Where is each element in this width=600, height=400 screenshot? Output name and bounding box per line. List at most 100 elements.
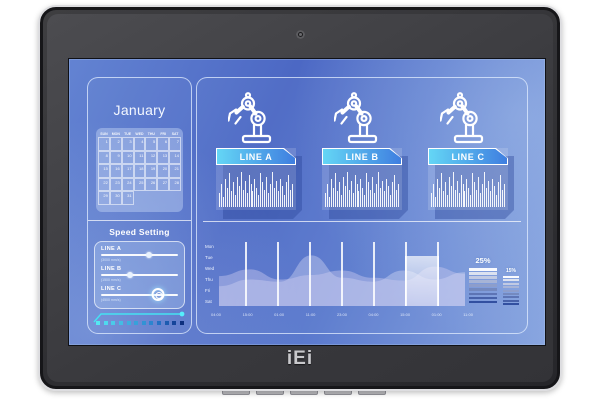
webcam-icon — [296, 30, 305, 39]
slider-knob[interactable] — [151, 288, 165, 301]
waveform-bar — [230, 191, 232, 207]
waveform-bar — [282, 186, 283, 207]
calendar-cell: 7 — [169, 137, 181, 151]
waveform-bar — [246, 193, 248, 207]
waveform-bar — [462, 184, 464, 207]
waveform-bar — [501, 189, 503, 207]
indicator-bar — [469, 296, 497, 300]
gridline — [437, 242, 439, 306]
chart-highlight-region[interactable] — [405, 256, 439, 306]
indicator-bar — [469, 292, 497, 296]
waveform-bar — [360, 178, 362, 207]
waveform-bar — [436, 178, 438, 207]
day-label: Sat — [205, 299, 212, 304]
waveform-bar — [374, 193, 376, 207]
waveform-bar — [434, 196, 436, 207]
card-header-band: LINE A — [216, 148, 296, 165]
waveform-bar — [248, 175, 250, 207]
card-header-band: LINE B — [322, 148, 402, 165]
speed-slider-line-a[interactable]: LINE A (3000 mm/s) — [101, 246, 178, 266]
slider-track[interactable] — [101, 271, 178, 278]
card-header-band: LINE C — [428, 148, 508, 165]
line-status-card: LINE C — [428, 148, 508, 210]
calendar-month-title: January — [113, 102, 166, 118]
robot-arm-icon — [227, 90, 284, 149]
waveform-bar — [287, 175, 289, 207]
waveform-bar — [468, 187, 470, 207]
slider-knob[interactable] — [127, 271, 134, 278]
progress-dot — [149, 321, 154, 325]
time-tick-label: 11:00 — [305, 312, 316, 317]
chart-day-axis: Mon Tue Wed Thu Fri Sat — [205, 244, 214, 304]
calendar-cell: 24 — [121, 177, 134, 191]
calendar-cell: 1 — [98, 137, 110, 151]
calendar-cell — [169, 191, 181, 205]
chart-time-axis: 04:00 15:00 01:00 11:00 23:00 04:00 15:00 01:00… — [211, 312, 473, 317]
waveform-bar — [222, 196, 224, 207]
calendar-cell: 4 — [133, 137, 146, 151]
calendar-cell: 2 — [109, 137, 122, 151]
waveform-bar — [224, 178, 226, 207]
waveform-bar — [340, 195, 342, 207]
waveform-bar — [344, 186, 346, 207]
slider-track[interactable] — [101, 288, 178, 301]
gridline — [245, 242, 247, 306]
waveform-bar — [432, 184, 434, 207]
waveform-bar — [388, 186, 389, 207]
calendar-cell: 3 — [121, 137, 134, 151]
waveform-bar — [228, 173, 230, 207]
waveform-bar — [490, 191, 492, 207]
gridline — [405, 242, 407, 306]
waveform-bar — [364, 195, 366, 207]
calendar-cell: 5 — [145, 137, 158, 151]
gridline — [277, 242, 279, 306]
progress-dot — [118, 321, 123, 325]
waveform-bar — [260, 173, 262, 207]
slider-knob[interactable] — [145, 251, 152, 258]
waveform-bar — [492, 178, 494, 207]
output-waveform — [325, 168, 399, 207]
indicator-bar — [503, 276, 519, 278]
waveform-bar — [452, 171, 454, 207]
waveform-bar — [472, 173, 474, 207]
waveform-bar — [393, 175, 395, 207]
calendar-cell: 10 — [121, 150, 134, 164]
waveform-bar — [346, 171, 348, 207]
waveform-bar — [219, 193, 220, 207]
calendar-cell: 26 — [145, 177, 158, 191]
waveform-bar — [460, 175, 462, 207]
calendar-cell: 14 — [169, 150, 181, 164]
calendar-cell: 18 — [133, 164, 146, 178]
waveform-bar — [270, 184, 272, 207]
speed-slider-line-c[interactable]: LINE C (4500 mm/s) — [101, 286, 178, 306]
waveform-bar — [391, 182, 393, 207]
indicator-bar — [503, 292, 519, 295]
slider-track[interactable] — [101, 251, 178, 258]
speed-sliders-group: LINE A (3000 mm/s) LINE B (1500 mm/s) LINE C… — [94, 241, 185, 309]
line-status-card: LINE A — [216, 148, 296, 210]
waveform-bar — [236, 177, 238, 207]
waveform-bar — [280, 178, 282, 207]
calendar-cell: 28 — [169, 177, 181, 191]
slider-label: LINE C — [101, 286, 122, 292]
progress-dot — [164, 321, 169, 325]
waveform-bar — [342, 177, 344, 207]
waveform-bar — [264, 189, 266, 207]
calendar-widget[interactable]: SUN MON TUE WED THU FRI SAT 1 2 3 4 5 6 7 8 9 10 11 12 13 1… — [96, 128, 183, 212]
waveform-bar — [494, 186, 495, 207]
waveform-bar — [350, 180, 352, 207]
progress-dot — [96, 321, 100, 325]
waveform-bar — [470, 195, 472, 207]
calendar-cell: 16 — [109, 164, 122, 178]
speed-slider-line-b[interactable]: LINE B (1500 mm/s) — [101, 266, 178, 286]
waveform-bar — [326, 184, 328, 207]
calendar-cell: 25 — [133, 177, 146, 191]
waveform-bar — [362, 187, 364, 207]
waveform-bar — [244, 180, 246, 207]
waveform-bar — [448, 177, 450, 207]
calendar-cell — [157, 191, 169, 205]
waveform-bar — [325, 193, 326, 207]
